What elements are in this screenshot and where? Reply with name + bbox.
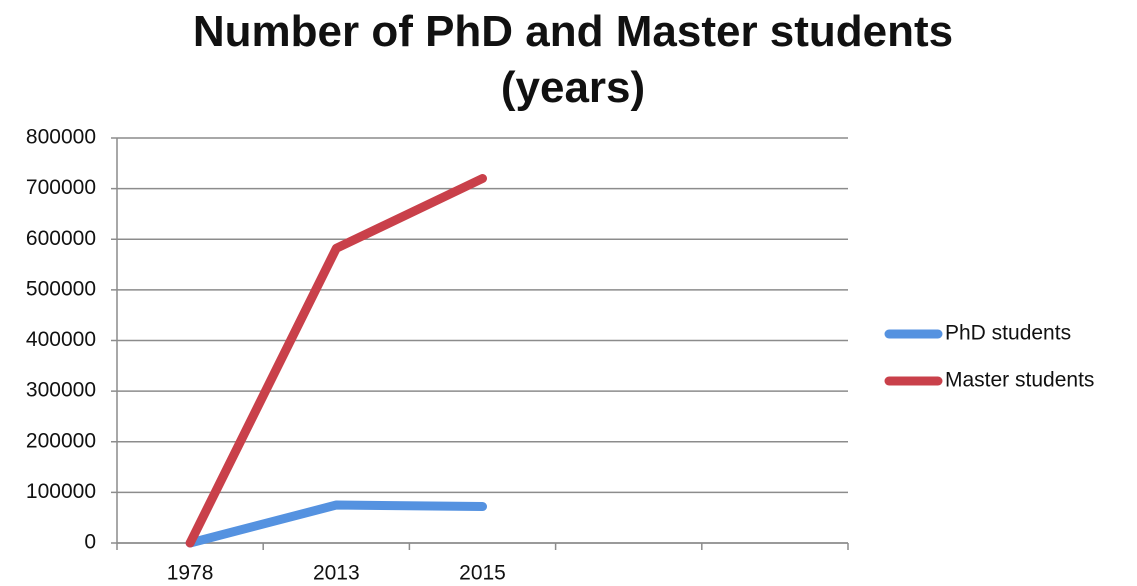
y-tick-label: 800000 xyxy=(26,126,96,149)
y-tick-label: 100000 xyxy=(26,480,96,503)
x-tick-label: 2015 xyxy=(459,562,506,585)
y-tick-label: 400000 xyxy=(26,328,96,351)
y-tick-label: 600000 xyxy=(26,227,96,250)
y-tick-label: 500000 xyxy=(26,277,96,300)
legend-label: PhD students xyxy=(945,322,1071,345)
legend-label: Master students xyxy=(945,369,1094,392)
y-tick-label: 700000 xyxy=(26,176,96,199)
x-tick-label: 1978 xyxy=(167,562,214,585)
y-tick-label: 200000 xyxy=(26,429,96,452)
series-line xyxy=(185,174,487,548)
x-tick-label: 2013 xyxy=(313,562,360,585)
y-tick-label: 0 xyxy=(84,531,96,554)
y-tick-label: 300000 xyxy=(26,379,96,402)
chart-title: Number of PhD and Master students (years… xyxy=(192,7,954,112)
series-line xyxy=(185,500,487,548)
